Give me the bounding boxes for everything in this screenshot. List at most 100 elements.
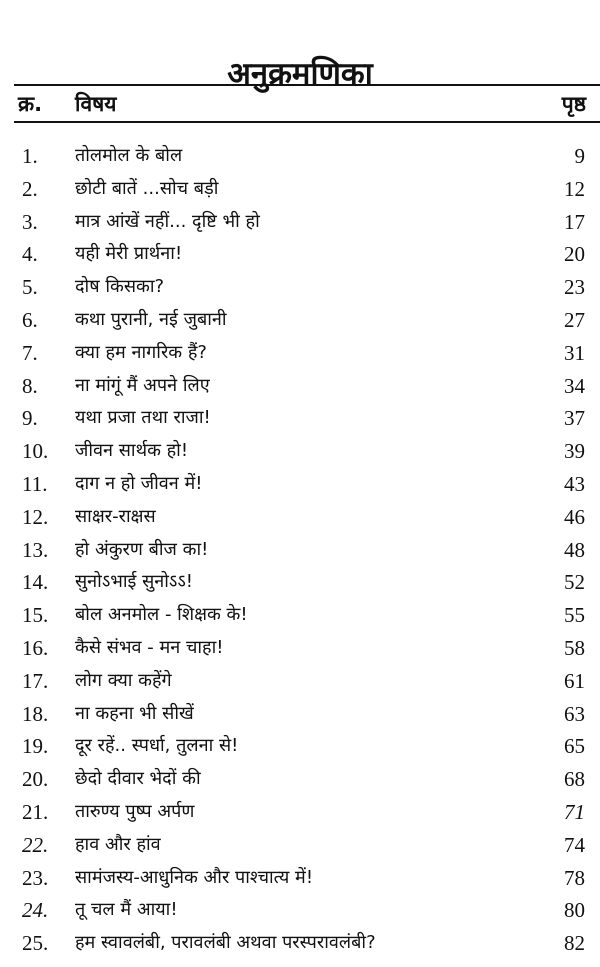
entry-number: 5. (22, 275, 38, 300)
entry-title: हम स्वावलंबी, परावलंबी अथवा परस्परावलंबी… (75, 932, 376, 954)
entry-page: 80 (564, 898, 585, 923)
entry-title: तोलमोल के बोल (75, 145, 183, 166)
entry-title: ना मांगूं मैं अपने लिए (75, 374, 210, 396)
entry-page: 23 (564, 275, 585, 300)
contents-entry: 16. कैसे संभव - मन चाहा! 58 (0, 632, 600, 665)
entry-title: हाव और हांव (75, 833, 161, 855)
entry-title: सुनोऽभाई सुनोऽऽ! (75, 571, 193, 593)
entry-page: 46 (564, 504, 585, 529)
entry-title: कैसे संभव - मन चाहा! (75, 636, 224, 658)
entry-title: छोटी बातें ...सोच बड़ी (75, 177, 219, 199)
contents-entry: 5. दोष किसका? 23 (0, 271, 600, 304)
entry-number: 15. (22, 603, 49, 628)
contents-entry: 1. तोलमोल के बोल 9 (0, 140, 600, 173)
entry-number: 3. (22, 209, 38, 234)
entry-page: 9 (574, 144, 586, 168)
entry-number: 13. (22, 537, 49, 562)
contents-entry: 11. दाग न हो जीवन में! 43 (0, 468, 600, 501)
entry-page: 63 (564, 701, 585, 726)
entry-page: 65 (564, 734, 585, 759)
entry-title: कथा पुरानी, नई जुबानी (75, 308, 227, 330)
entry-page: 61 (564, 668, 585, 693)
entry-title: दाग न हो जीवन में! (75, 472, 203, 494)
entry-title: दूर रहें.. स्पर्धा, तुलना से! (75, 735, 239, 757)
contents-entry: 23. सामंजस्य-आधुनिक और पाश्चात्य में! 78 (0, 862, 600, 895)
entry-page: 58 (564, 635, 585, 660)
entry-title: दोष किसका? (75, 276, 165, 298)
entry-page: 82 (564, 931, 585, 956)
contents-entry: 9. यथा प्रजा तथा राजा! 37 (0, 402, 600, 435)
entry-title: क्या हम नागरिक हैं? (75, 341, 207, 363)
header-number: क्र. (18, 92, 43, 116)
entry-title: बोल अनमोल - शिक्षक के! (75, 604, 248, 626)
contents-entry: 20. छेदो दीवार भेदों की 68 (0, 763, 600, 796)
header-subject: विषय (75, 92, 117, 116)
contents-entry: 21. तारुण्य पुष्प अर्पण 71 (0, 796, 600, 829)
entry-number: 19. (22, 734, 49, 759)
entry-number: 2. (22, 176, 38, 201)
entry-title: मात्र आंखें नहीं... दृष्टि भी हो (75, 210, 260, 232)
contents-entry: 10. जीवन सार्थक हो! 39 (0, 435, 600, 468)
entry-page: 48 (564, 537, 585, 562)
entry-title: यही मेरी प्रार्थना! (75, 243, 183, 265)
contents-entry: 25. हम स्वावलंबी, परावलंबी अथवा परस्परावल… (0, 927, 600, 960)
entry-title: लोग क्या कहेंगे (75, 669, 172, 691)
contents-entry: 4. यही मेरी प्रार्थना! 20 (0, 238, 600, 271)
entry-title: जीवन सार्थक हो! (75, 440, 189, 462)
contents-entry: 13. हो अंकुरण बीज का! 48 (0, 534, 600, 567)
entry-page: 37 (564, 406, 585, 431)
entry-title: यथा प्रजा तथा राजा! (75, 407, 211, 429)
entry-page: 78 (564, 865, 585, 890)
entry-number: 12. (22, 504, 49, 529)
contents-entry: 22. हाव और हांव 74 (0, 829, 600, 862)
entry-number: 20. (22, 767, 49, 792)
entry-page: 55 (564, 603, 585, 628)
contents-entry: 15. बोल अनमोल - शिक्षक के! 55 (0, 599, 600, 632)
entry-number: 4. (22, 242, 38, 267)
entry-page: 71 (564, 799, 585, 824)
entry-number: 11. (22, 471, 48, 496)
entry-page: 74 (564, 832, 585, 857)
contents-entry: 17. लोग क्या कहेंगे 61 (0, 665, 600, 698)
contents-entry: 18. ना कहना भी सीखें 63 (0, 698, 600, 731)
entry-page: 52 (564, 570, 585, 595)
entry-number: 23. (22, 865, 49, 890)
entry-number: 16. (22, 635, 49, 660)
entry-title: ना कहना भी सीखें (75, 702, 194, 724)
entry-title: तू चल मैं आया! (75, 899, 178, 921)
entry-number: 8. (22, 373, 38, 398)
entry-title: छेदो दीवार भेदों की (75, 768, 201, 790)
entry-number: 9. (22, 406, 38, 431)
contents-entry: 24. तू चल मैं आया! 80 (0, 894, 600, 927)
entry-page: 20 (564, 242, 585, 267)
entry-number: 21. (22, 799, 49, 824)
header-page: पृष्ठ (561, 92, 586, 116)
header-bottom-rule (14, 121, 600, 123)
entry-page: 39 (564, 439, 585, 464)
contents-entry: 6. कथा पुरानी, नई जुबानी 27 (0, 304, 600, 337)
entry-number: 22. (22, 832, 49, 857)
contents-entry: 8. ना मांगूं मैं अपने लिए 34 (0, 370, 600, 403)
entry-number: 17. (22, 668, 49, 693)
entry-number: 25. (22, 931, 49, 956)
contents-entry: 14. सुनोऽभाई सुनोऽऽ! 52 (0, 566, 600, 599)
entry-number: 10. (22, 439, 49, 464)
entry-number: 7. (22, 340, 38, 365)
contents-entry: 12. साक्षर-राक्षस 46 (0, 501, 600, 534)
entry-page: 31 (564, 340, 585, 365)
contents-entry: 2. छोटी बातें ...सोच बड़ी 12 (0, 173, 600, 206)
entry-number: 1. (22, 144, 38, 168)
entry-number: 18. (22, 701, 49, 726)
entry-page: 34 (564, 373, 585, 398)
entry-number: 6. (22, 307, 38, 332)
entry-page: 43 (564, 471, 585, 496)
entry-title: सामंजस्य-आधुनिक और पाश्चात्य में! (75, 866, 314, 888)
entry-number: 24. (22, 898, 49, 923)
entry-page: 27 (564, 307, 585, 332)
page-title: अनुक्रमणिका (227, 56, 373, 92)
contents-entry: 3. मात्र आंखें नहीं... दृष्टि भी हो 17 (0, 206, 600, 239)
entry-title: साक्षर-राक्षस (75, 505, 156, 527)
contents-list: 1. तोलमोल के बोल 9 2. छोटी बातें ...सोच बड़ी… (0, 140, 600, 960)
entry-page: 12 (564, 176, 585, 201)
entry-number: 14. (22, 570, 49, 595)
